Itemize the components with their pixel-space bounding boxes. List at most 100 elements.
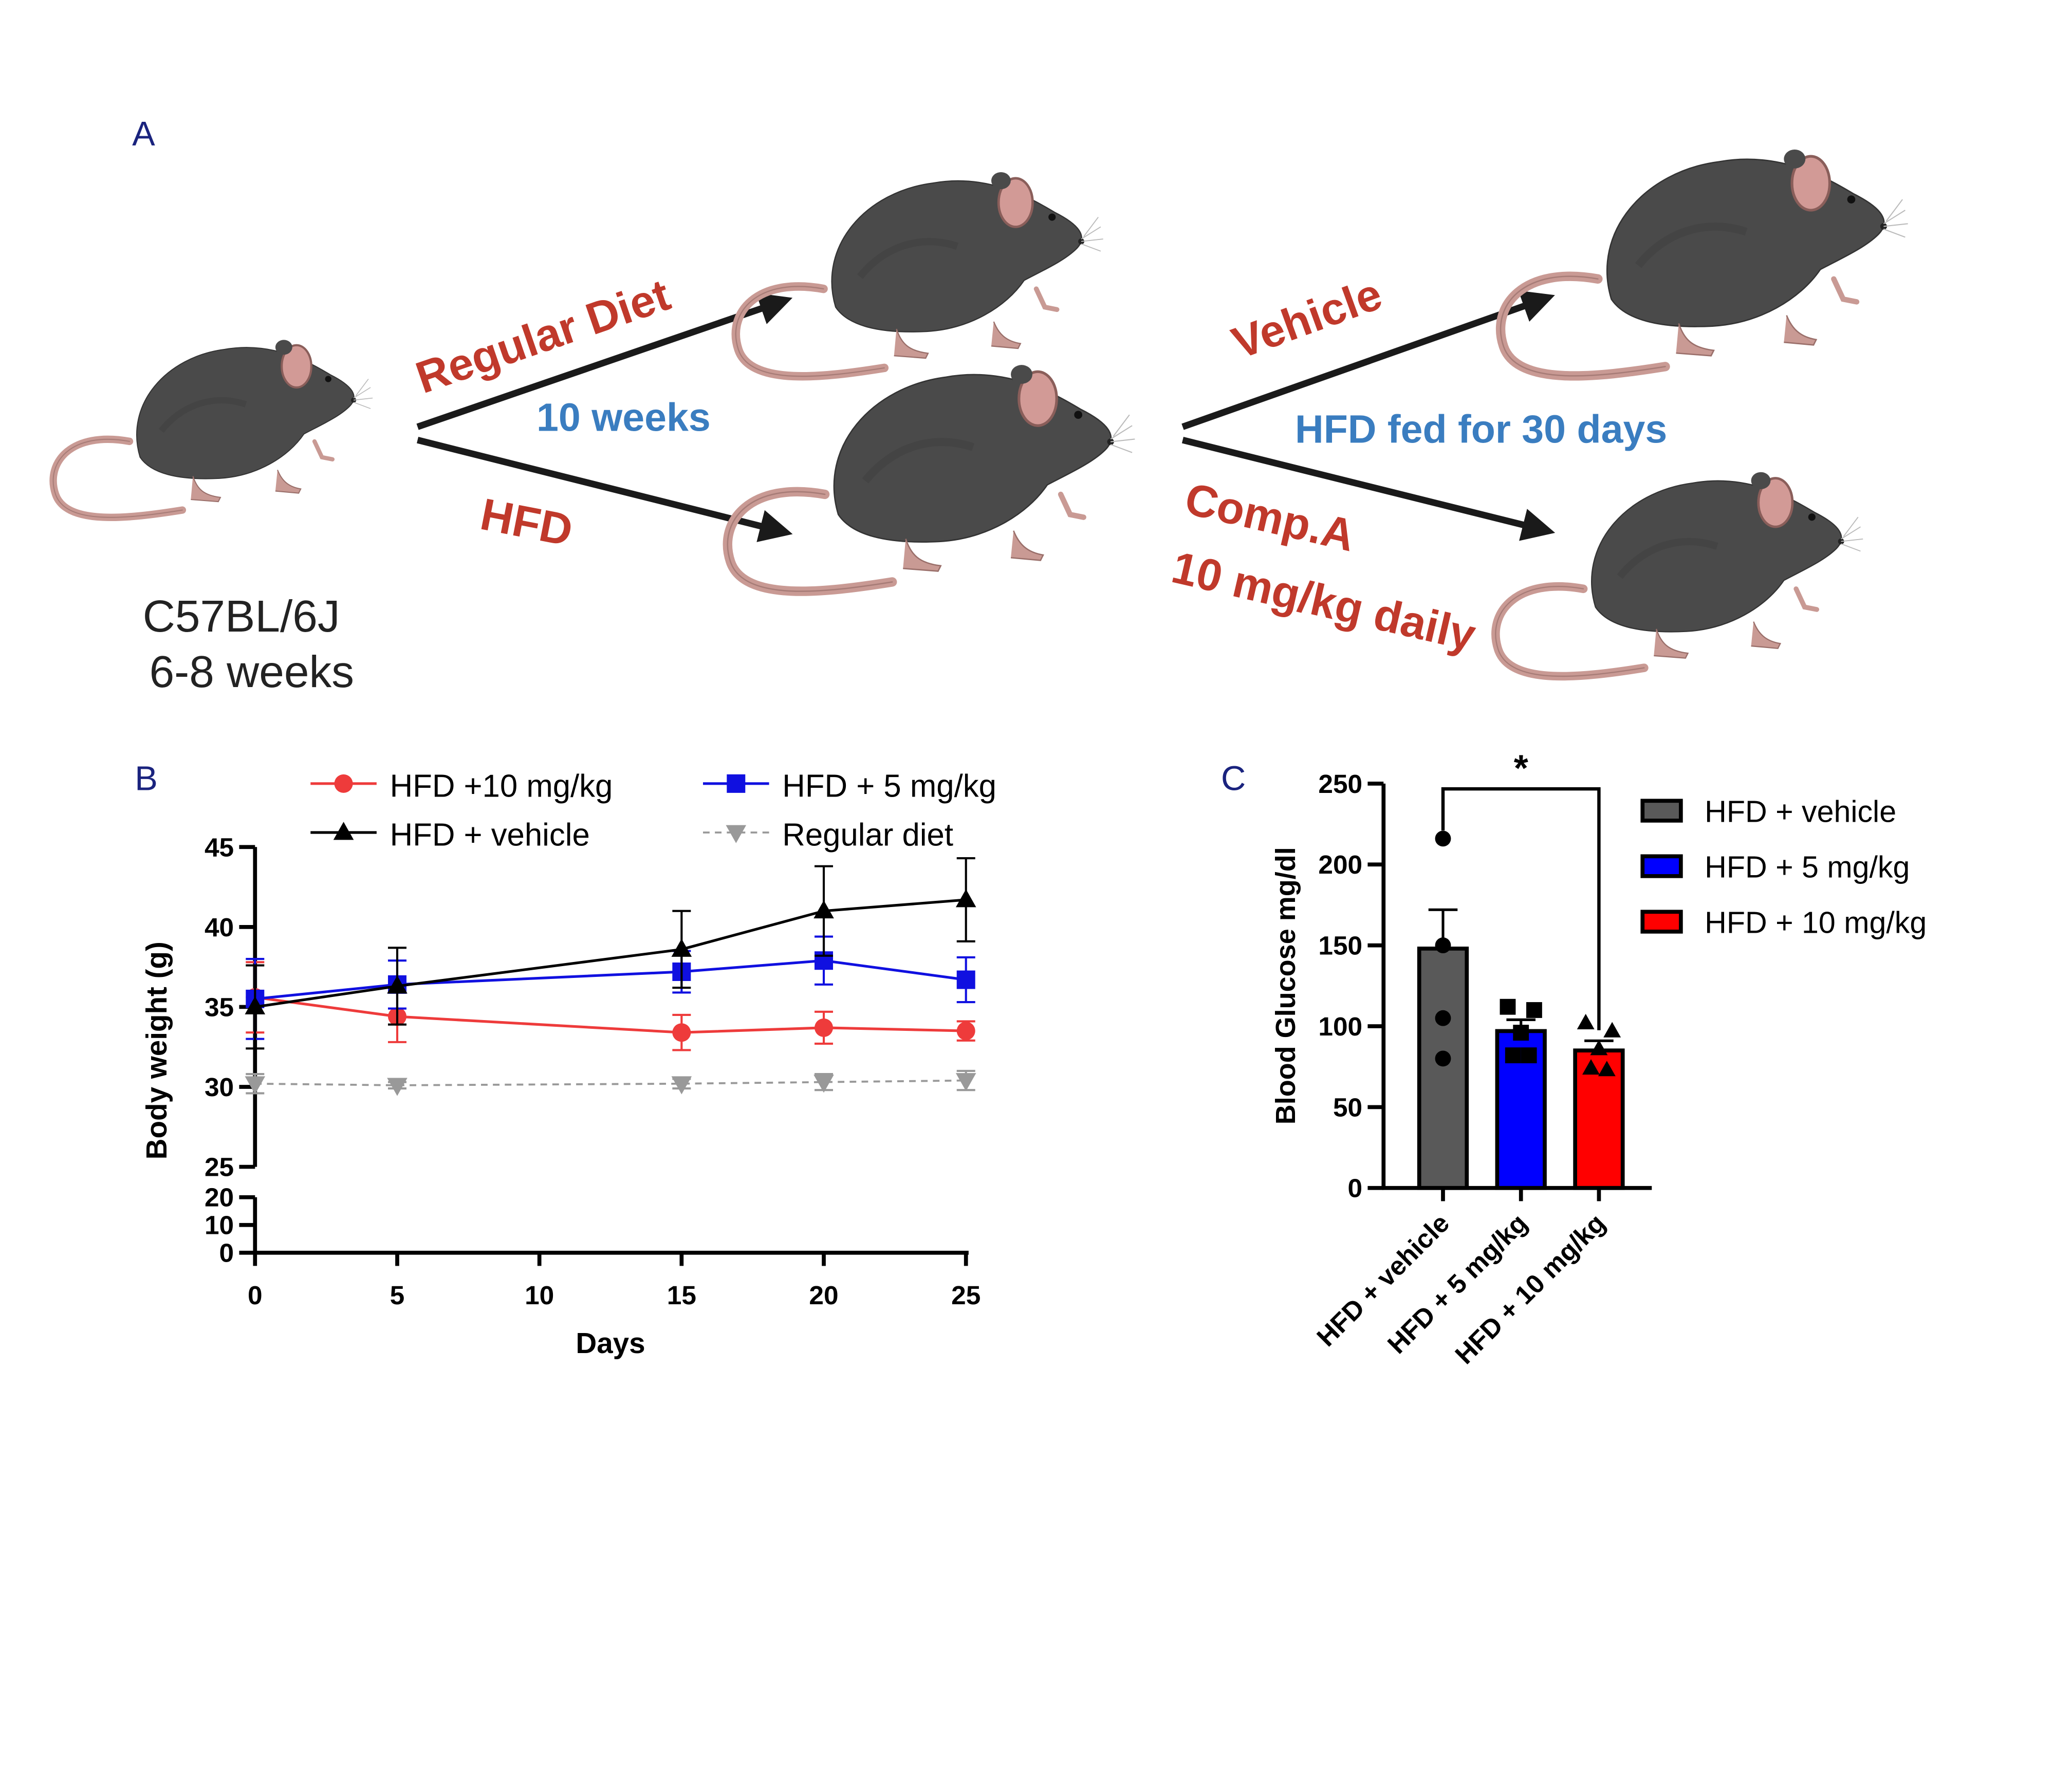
panel-b: B HFD +10 mg/kg HFD + 5 mg/kg HFD + vehicl… [135, 760, 996, 1359]
x-tick-label: 0 [248, 1280, 263, 1310]
mouse-icon-start [53, 340, 373, 517]
individual-point [1603, 1022, 1621, 1038]
arrow-compound [1181, 437, 1556, 541]
y-tick-label-upper: 25 [205, 1152, 234, 1182]
y-tick-label-upper: 45 [205, 832, 234, 862]
panel-b-ylabel: Body weight (g) [140, 941, 173, 1159]
individual-point [1435, 937, 1451, 954]
individual-point [1435, 830, 1451, 847]
mouse-icon-vehicle [1501, 150, 1908, 376]
individual-point [1521, 1047, 1537, 1064]
dose-label: 10 mg/kg daily [1167, 542, 1480, 660]
legend-swatch [1640, 799, 1683, 823]
y-tick-label: 100 [1318, 1011, 1362, 1041]
data-point [813, 1075, 834, 1093]
strain-label: C57BL/6J [143, 591, 340, 641]
legend-label: HFD + vehicle [1705, 794, 1896, 828]
panel-a: A C57BL/6J 6-8 weeks Regular Diet 10 wee… [53, 115, 1908, 697]
mouse-icon-hfd [728, 365, 1135, 591]
x-tick-label: HFD + 5 mg/kg [1381, 1208, 1533, 1359]
vehicle-label: Vehicle [1226, 268, 1389, 368]
panel-b-xlabel: Days [576, 1327, 645, 1359]
legend-label: HFD + vehicle [390, 818, 590, 853]
x-tick-label: HFD + vehicle [1311, 1208, 1455, 1352]
y-tick-label: 0 [1348, 1173, 1363, 1203]
panel-b-label: B [135, 760, 158, 798]
data-point [956, 1022, 975, 1041]
legend-label: HFD + 5 mg/kg [1705, 849, 1910, 884]
legend-label: HFD +10 mg/kg [390, 769, 613, 804]
data-point [671, 1076, 692, 1095]
y-tick-label: 200 [1318, 849, 1362, 879]
arrow-hfd [417, 437, 793, 542]
legend-marker [726, 825, 747, 843]
series-line [255, 1079, 966, 1086]
individual-point [1598, 1061, 1616, 1077]
data-point [387, 1078, 408, 1096]
x-tick-label: 25 [951, 1280, 980, 1310]
hfd-label: HFD [476, 489, 577, 556]
data-point [956, 970, 975, 989]
series-3 [245, 1069, 976, 1096]
compound-label: Comp.A [1180, 473, 1359, 561]
y-tick-label: 150 [1318, 931, 1362, 960]
series-1 [246, 935, 975, 1040]
individual-point [1435, 1010, 1451, 1026]
data-point [955, 889, 976, 908]
x-tick-label: HFD + 10 mg/kg [1449, 1208, 1611, 1370]
series-line [254, 898, 966, 1008]
data-point [672, 1023, 691, 1042]
individual-point [1577, 1013, 1595, 1030]
data-point [813, 900, 834, 919]
significance-bracket [1441, 787, 1601, 1030]
mouse-icon-compound [1495, 472, 1863, 676]
treatment-duration-label: HFD fed for 30 days [1295, 407, 1667, 451]
legend-marker [334, 774, 353, 793]
x-tick-label: 15 [667, 1280, 696, 1310]
legend-marker [727, 774, 746, 793]
individual-point [1513, 1025, 1529, 1041]
legend-swatch [1640, 910, 1683, 934]
y-tick-label-upper: 30 [205, 1072, 234, 1102]
individual-point [1500, 998, 1516, 1015]
data-point [387, 975, 408, 994]
legend-label: Regular diet [782, 818, 953, 853]
data-point [245, 996, 266, 1014]
bar-group-2 [1573, 1013, 1625, 1190]
y-tick-label-upper: 35 [205, 992, 234, 1022]
bar-group-0 [1417, 830, 1469, 1190]
legend-label: HFD + 10 mg/kg [1705, 905, 1927, 939]
data-point [671, 938, 692, 957]
series-line [254, 996, 966, 1034]
legend-label: HFD + 5 mg/kg [782, 769, 996, 804]
series-line [255, 959, 967, 1001]
y-tick-label-lower: 10 [205, 1210, 234, 1240]
significance-marker: * [1514, 748, 1528, 789]
panel-c-ylabel: Blood Glucose mg/dl [1270, 847, 1301, 1124]
bar [1573, 1048, 1625, 1190]
panel-c-significance: * [1441, 748, 1601, 1030]
panel-a-label: A [132, 115, 155, 153]
y-tick-label-lower: 0 [219, 1238, 234, 1268]
bar-group-1 [1495, 998, 1547, 1190]
duration-label: 10 weeks [536, 395, 711, 439]
age-label: 6-8 weeks [150, 646, 354, 697]
mouse-icon-regular-diet [736, 172, 1103, 376]
legend-swatch [1640, 854, 1683, 878]
arrow-regular-diet [416, 293, 793, 430]
legend-marker [333, 822, 354, 840]
individual-point [1435, 1050, 1451, 1067]
panel-b-series [245, 857, 976, 1096]
individual-point [1590, 1040, 1608, 1056]
individual-point [1526, 1002, 1542, 1018]
data-point [815, 1018, 834, 1037]
y-tick-label-upper: 40 [205, 912, 234, 942]
panel-c-bars [1417, 830, 1625, 1190]
x-tick-label: 20 [809, 1280, 838, 1310]
y-tick-label: 250 [1318, 769, 1362, 799]
series-2 [245, 857, 976, 1050]
panel-c-label: C [1221, 760, 1246, 798]
